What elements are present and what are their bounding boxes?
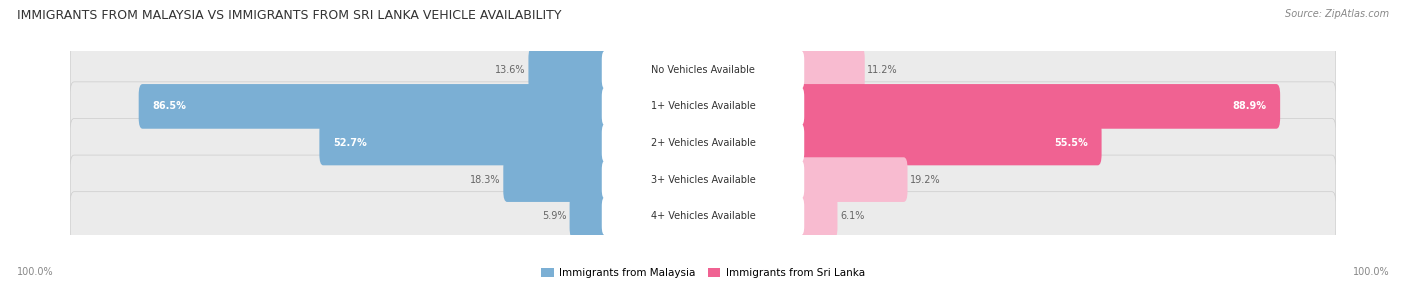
FancyBboxPatch shape — [602, 160, 804, 199]
FancyBboxPatch shape — [70, 45, 1336, 94]
FancyBboxPatch shape — [602, 124, 804, 162]
FancyBboxPatch shape — [797, 157, 907, 202]
FancyBboxPatch shape — [70, 155, 1336, 204]
Text: IMMIGRANTS FROM MALAYSIA VS IMMIGRANTS FROM SRI LANKA VEHICLE AVAILABILITY: IMMIGRANTS FROM MALAYSIA VS IMMIGRANTS F… — [17, 9, 561, 21]
Text: 5.9%: 5.9% — [543, 211, 567, 221]
FancyBboxPatch shape — [503, 157, 609, 202]
Text: 6.1%: 6.1% — [839, 211, 865, 221]
FancyBboxPatch shape — [70, 82, 1336, 131]
Legend: Immigrants from Malaysia, Immigrants from Sri Lanka: Immigrants from Malaysia, Immigrants fro… — [541, 268, 865, 278]
Text: 100.0%: 100.0% — [1353, 267, 1389, 277]
FancyBboxPatch shape — [602, 197, 804, 235]
FancyBboxPatch shape — [602, 51, 804, 89]
FancyBboxPatch shape — [139, 84, 609, 129]
FancyBboxPatch shape — [797, 121, 1101, 165]
Text: Source: ZipAtlas.com: Source: ZipAtlas.com — [1285, 9, 1389, 19]
FancyBboxPatch shape — [602, 87, 804, 126]
Text: No Vehicles Available: No Vehicles Available — [651, 65, 755, 75]
FancyBboxPatch shape — [70, 192, 1336, 241]
Text: 13.6%: 13.6% — [495, 65, 526, 75]
Text: 3+ Vehicles Available: 3+ Vehicles Available — [651, 175, 755, 184]
Text: 2+ Vehicles Available: 2+ Vehicles Available — [651, 138, 755, 148]
Text: 11.2%: 11.2% — [868, 65, 898, 75]
Text: 88.9%: 88.9% — [1232, 102, 1267, 111]
Text: 55.5%: 55.5% — [1054, 138, 1088, 148]
Text: 18.3%: 18.3% — [470, 175, 501, 184]
FancyBboxPatch shape — [797, 194, 838, 239]
Text: 86.5%: 86.5% — [153, 102, 187, 111]
Text: 4+ Vehicles Available: 4+ Vehicles Available — [651, 211, 755, 221]
FancyBboxPatch shape — [319, 121, 609, 165]
Text: 52.7%: 52.7% — [333, 138, 367, 148]
FancyBboxPatch shape — [797, 84, 1279, 129]
Text: 19.2%: 19.2% — [910, 175, 941, 184]
FancyBboxPatch shape — [569, 194, 609, 239]
FancyBboxPatch shape — [70, 118, 1336, 168]
Text: 100.0%: 100.0% — [17, 267, 53, 277]
FancyBboxPatch shape — [797, 47, 865, 92]
FancyBboxPatch shape — [529, 47, 609, 92]
Text: 1+ Vehicles Available: 1+ Vehicles Available — [651, 102, 755, 111]
